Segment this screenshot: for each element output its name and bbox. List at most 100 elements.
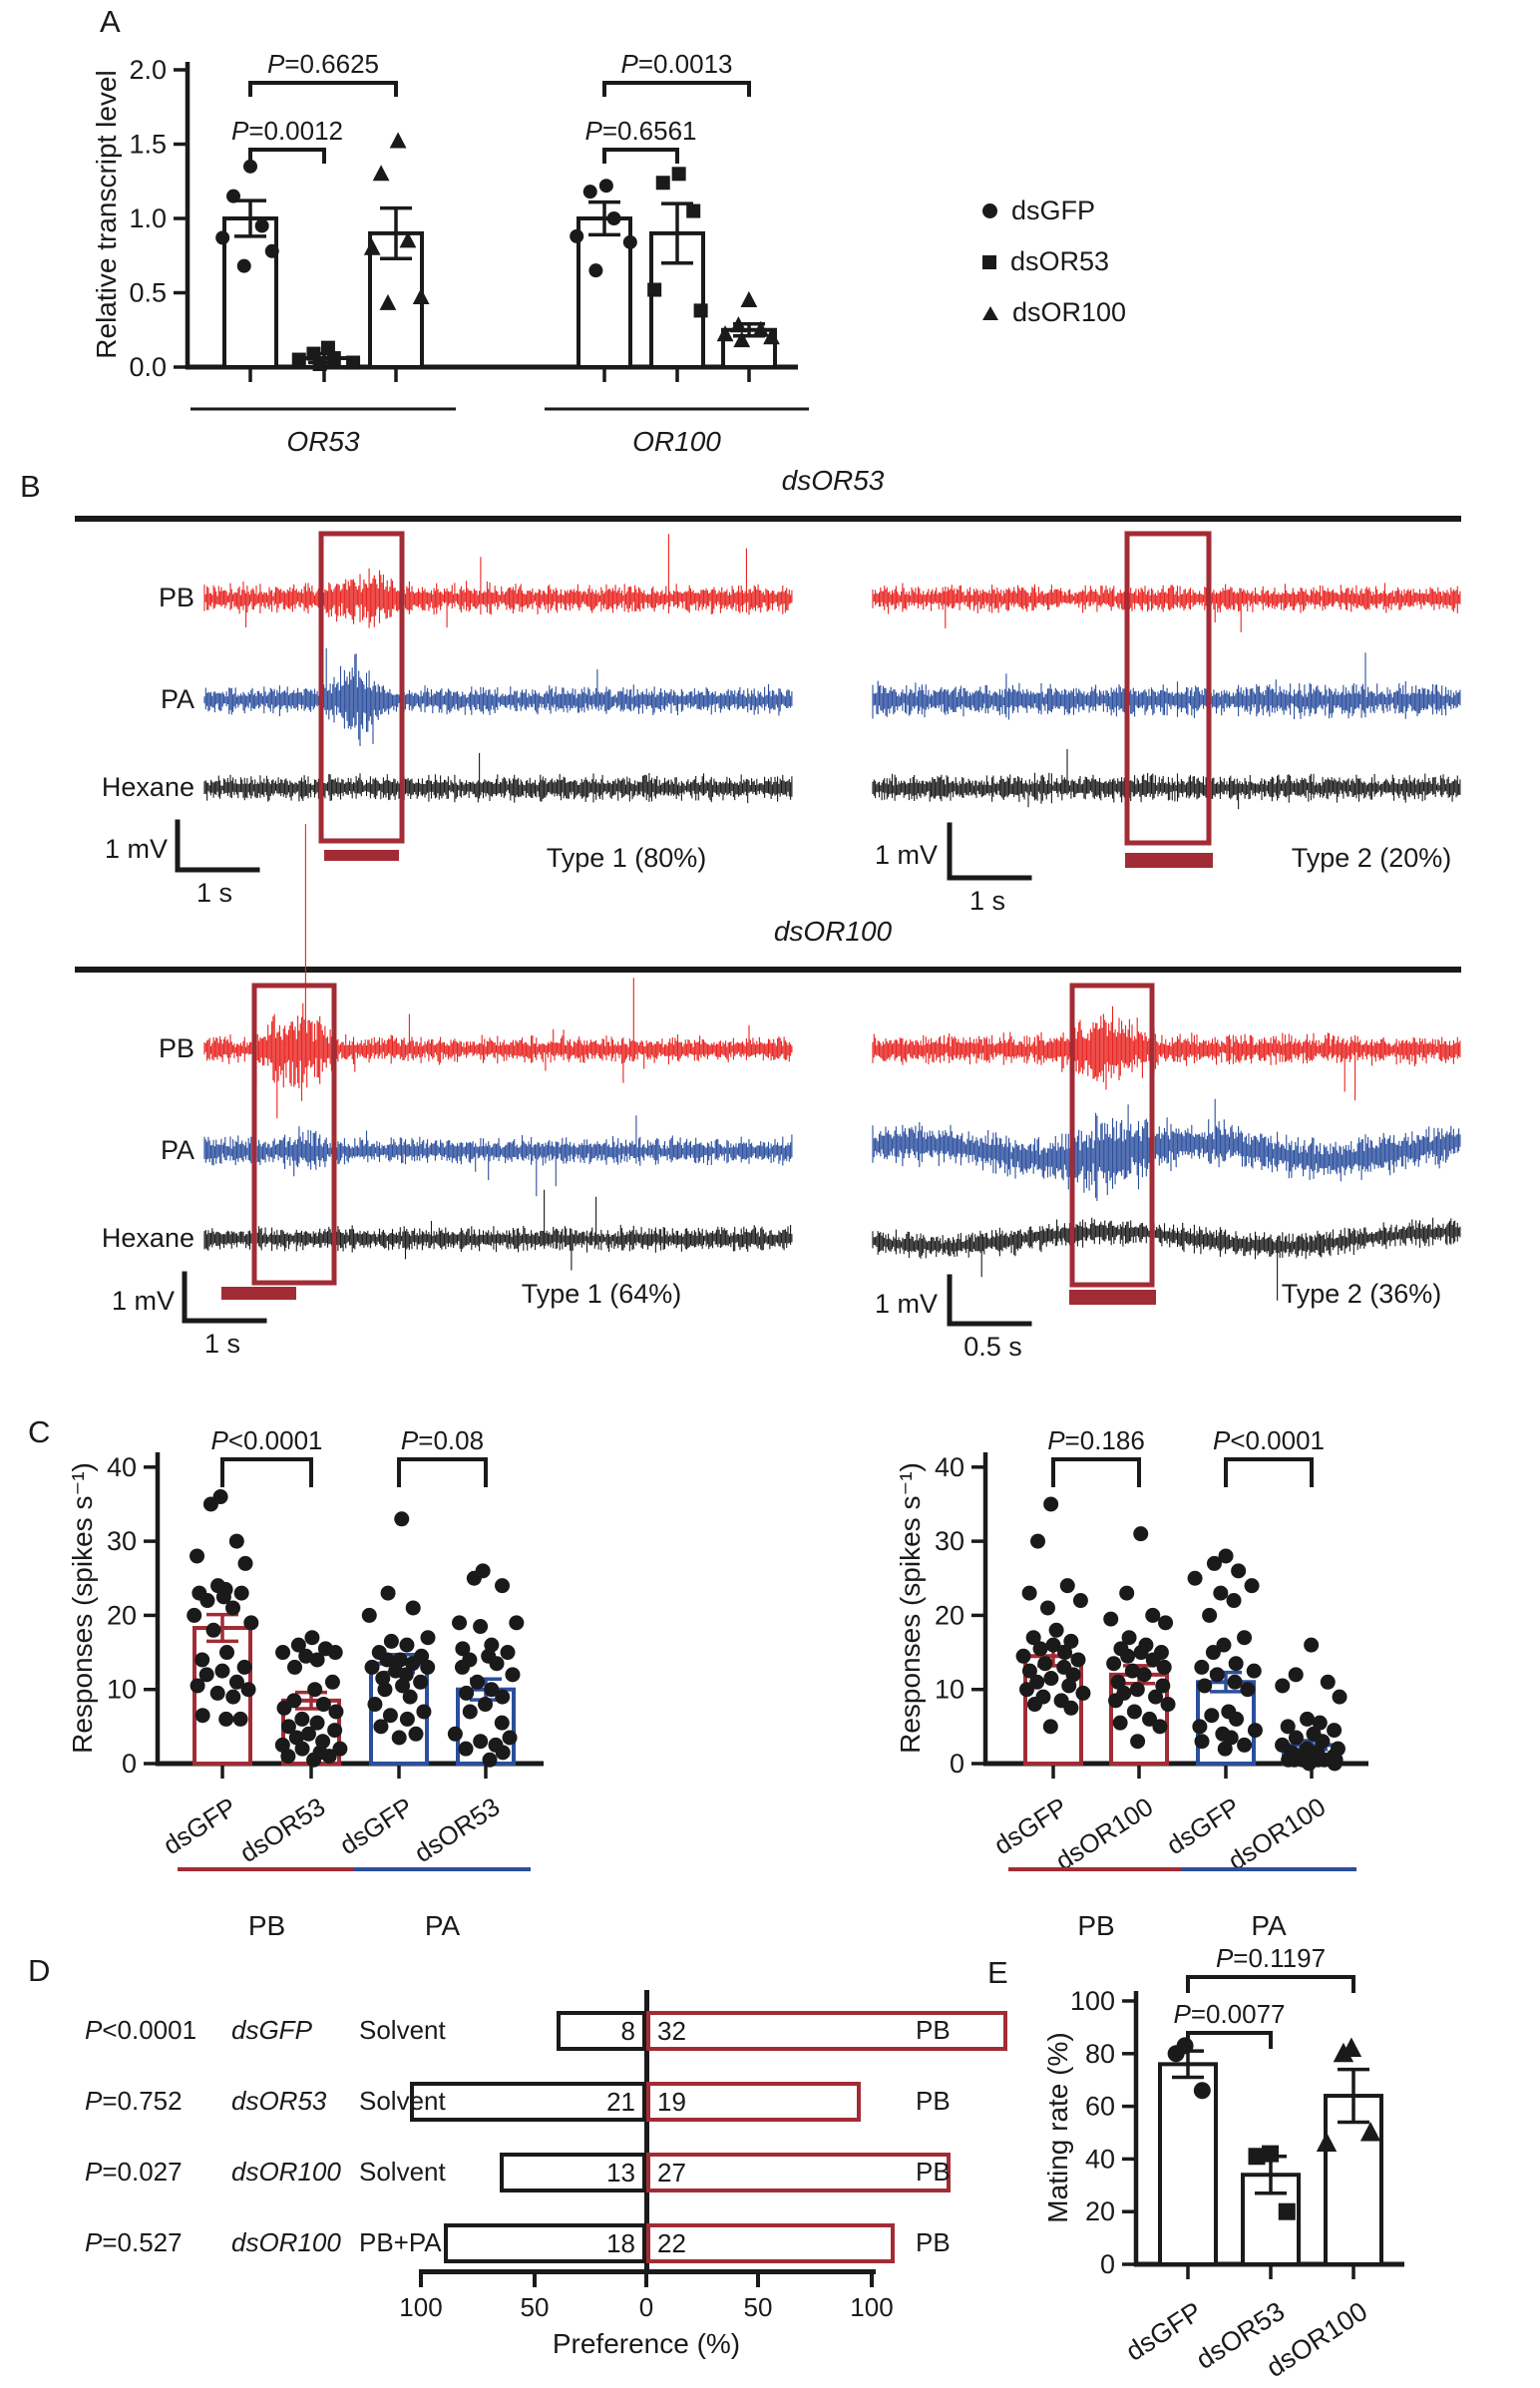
data-point: [372, 165, 390, 182]
data-point: [1213, 1585, 1229, 1601]
trace-label-hexane: Hexane: [101, 772, 194, 802]
data-point: [455, 1641, 471, 1657]
data-point: [1070, 1652, 1086, 1668]
p-value: P=0.6561: [584, 116, 696, 146]
data-point: [294, 1711, 310, 1727]
p-value: P<0.0001: [85, 2015, 197, 2045]
data-point: [671, 167, 686, 182]
data-point: [1237, 1737, 1253, 1753]
recording-title-dsor100: dsOR100: [773, 916, 893, 947]
data-point: [1045, 1637, 1061, 1653]
data-point: [218, 1711, 234, 1727]
data-point: [379, 1652, 395, 1668]
right-option-label: PB: [916, 2157, 951, 2187]
data-point: [466, 1570, 482, 1586]
data-point: [402, 1689, 418, 1705]
data-point: [215, 230, 230, 245]
legend-item: dsOR53: [982, 246, 1126, 277]
y-tick-label: 20: [1085, 2196, 1115, 2226]
triangle-marker-icon: [982, 305, 998, 320]
legend-label: dsOR100: [1012, 297, 1127, 327]
y-axis-title: Responses (spikes s⁻¹): [67, 1462, 98, 1754]
data-point: [395, 1678, 411, 1694]
data-point: [1145, 1652, 1161, 1668]
data-point: [1039, 1600, 1055, 1616]
trace-label-pb: PB: [158, 583, 194, 612]
square-marker-icon: [982, 254, 996, 269]
data-point: [1025, 1630, 1041, 1646]
data-point: [1278, 2202, 1296, 2220]
data-point: [473, 1734, 489, 1750]
x-tick: [870, 2269, 874, 2287]
data-point: [693, 303, 708, 318]
data-point: [1240, 1682, 1256, 1698]
data-point: [1160, 1697, 1176, 1713]
x-tick-label: 50: [520, 2292, 550, 2322]
data-point: [1156, 1659, 1172, 1675]
data-point: [622, 234, 637, 249]
data-point: [264, 243, 279, 258]
data-point: [1327, 1756, 1343, 1772]
data-point: [484, 1682, 500, 1698]
legend-item: dsGFP: [982, 196, 1126, 226]
significance-bracket: [602, 81, 751, 97]
data-point: [1332, 1689, 1348, 1705]
ephys-trace: [872, 1005, 1461, 1101]
stimulus-bar: [324, 850, 399, 861]
response-window-box: [251, 983, 337, 1286]
data-point: [495, 1689, 511, 1705]
y-tick-label: 10: [935, 1675, 964, 1705]
data-point: [420, 1659, 436, 1675]
type-caption: Type 1 (64%): [521, 1279, 682, 1309]
data-point: [373, 1719, 389, 1735]
data-point: [405, 1656, 421, 1672]
p-value: P=0.0077: [1173, 1999, 1285, 2029]
x-tick-label: 100: [850, 2292, 894, 2322]
data-point: [298, 1648, 314, 1664]
left-count: 21: [606, 2086, 635, 2117]
data-point: [495, 1745, 511, 1761]
data-point: [1030, 1533, 1046, 1549]
data-point: [274, 1737, 290, 1753]
y-tick-label: 0: [1100, 2249, 1115, 2279]
y-axis-title: Responses (spikes s⁻¹): [895, 1462, 926, 1754]
data-point: [226, 189, 241, 203]
data-point: [1106, 1656, 1122, 1672]
data-point: [1145, 1607, 1161, 1623]
data-point: [416, 1704, 432, 1720]
type-caption: Type 2 (20%): [1291, 843, 1452, 873]
y-axis-title: Relative transcript level: [91, 70, 122, 358]
type-caption: Type 2 (36%): [1281, 1279, 1442, 1309]
data-point: [1015, 1648, 1031, 1664]
data-point: [324, 1674, 340, 1690]
data-point: [1124, 1663, 1140, 1679]
p-value: P=0.027: [85, 2157, 183, 2187]
y-tick-label: 40: [1085, 2144, 1115, 2174]
data-point: [686, 203, 701, 218]
left-count: 18: [606, 2227, 635, 2258]
type-caption: Type 1 (80%): [546, 843, 707, 873]
data-point: [1121, 1630, 1137, 1646]
data-point: [1193, 2082, 1211, 2100]
ephys-trace: [872, 583, 1461, 632]
scale-time-label: 1 s: [195, 878, 233, 908]
data-point: [380, 1585, 396, 1601]
data-point: [494, 1715, 510, 1731]
data-point: [219, 1645, 235, 1661]
right-option-label: PB: [916, 2086, 951, 2116]
data-point: [454, 1659, 470, 1675]
group-label: PB: [1077, 1910, 1114, 1941]
data-point: [763, 328, 780, 345]
y-tick-label: 60: [1085, 2092, 1115, 2122]
data-point: [1302, 1756, 1318, 1772]
data-point: [495, 1578, 511, 1594]
data-point: [280, 1749, 296, 1765]
data-point: [478, 1697, 494, 1713]
data-point: [1204, 1708, 1220, 1724]
scale-voltage-label: 1 mV: [874, 840, 938, 870]
group-label: OR100: [632, 426, 721, 457]
legend-label: dsGFP: [1011, 196, 1096, 225]
data-point: [462, 1704, 478, 1720]
data-point: [309, 1652, 325, 1668]
